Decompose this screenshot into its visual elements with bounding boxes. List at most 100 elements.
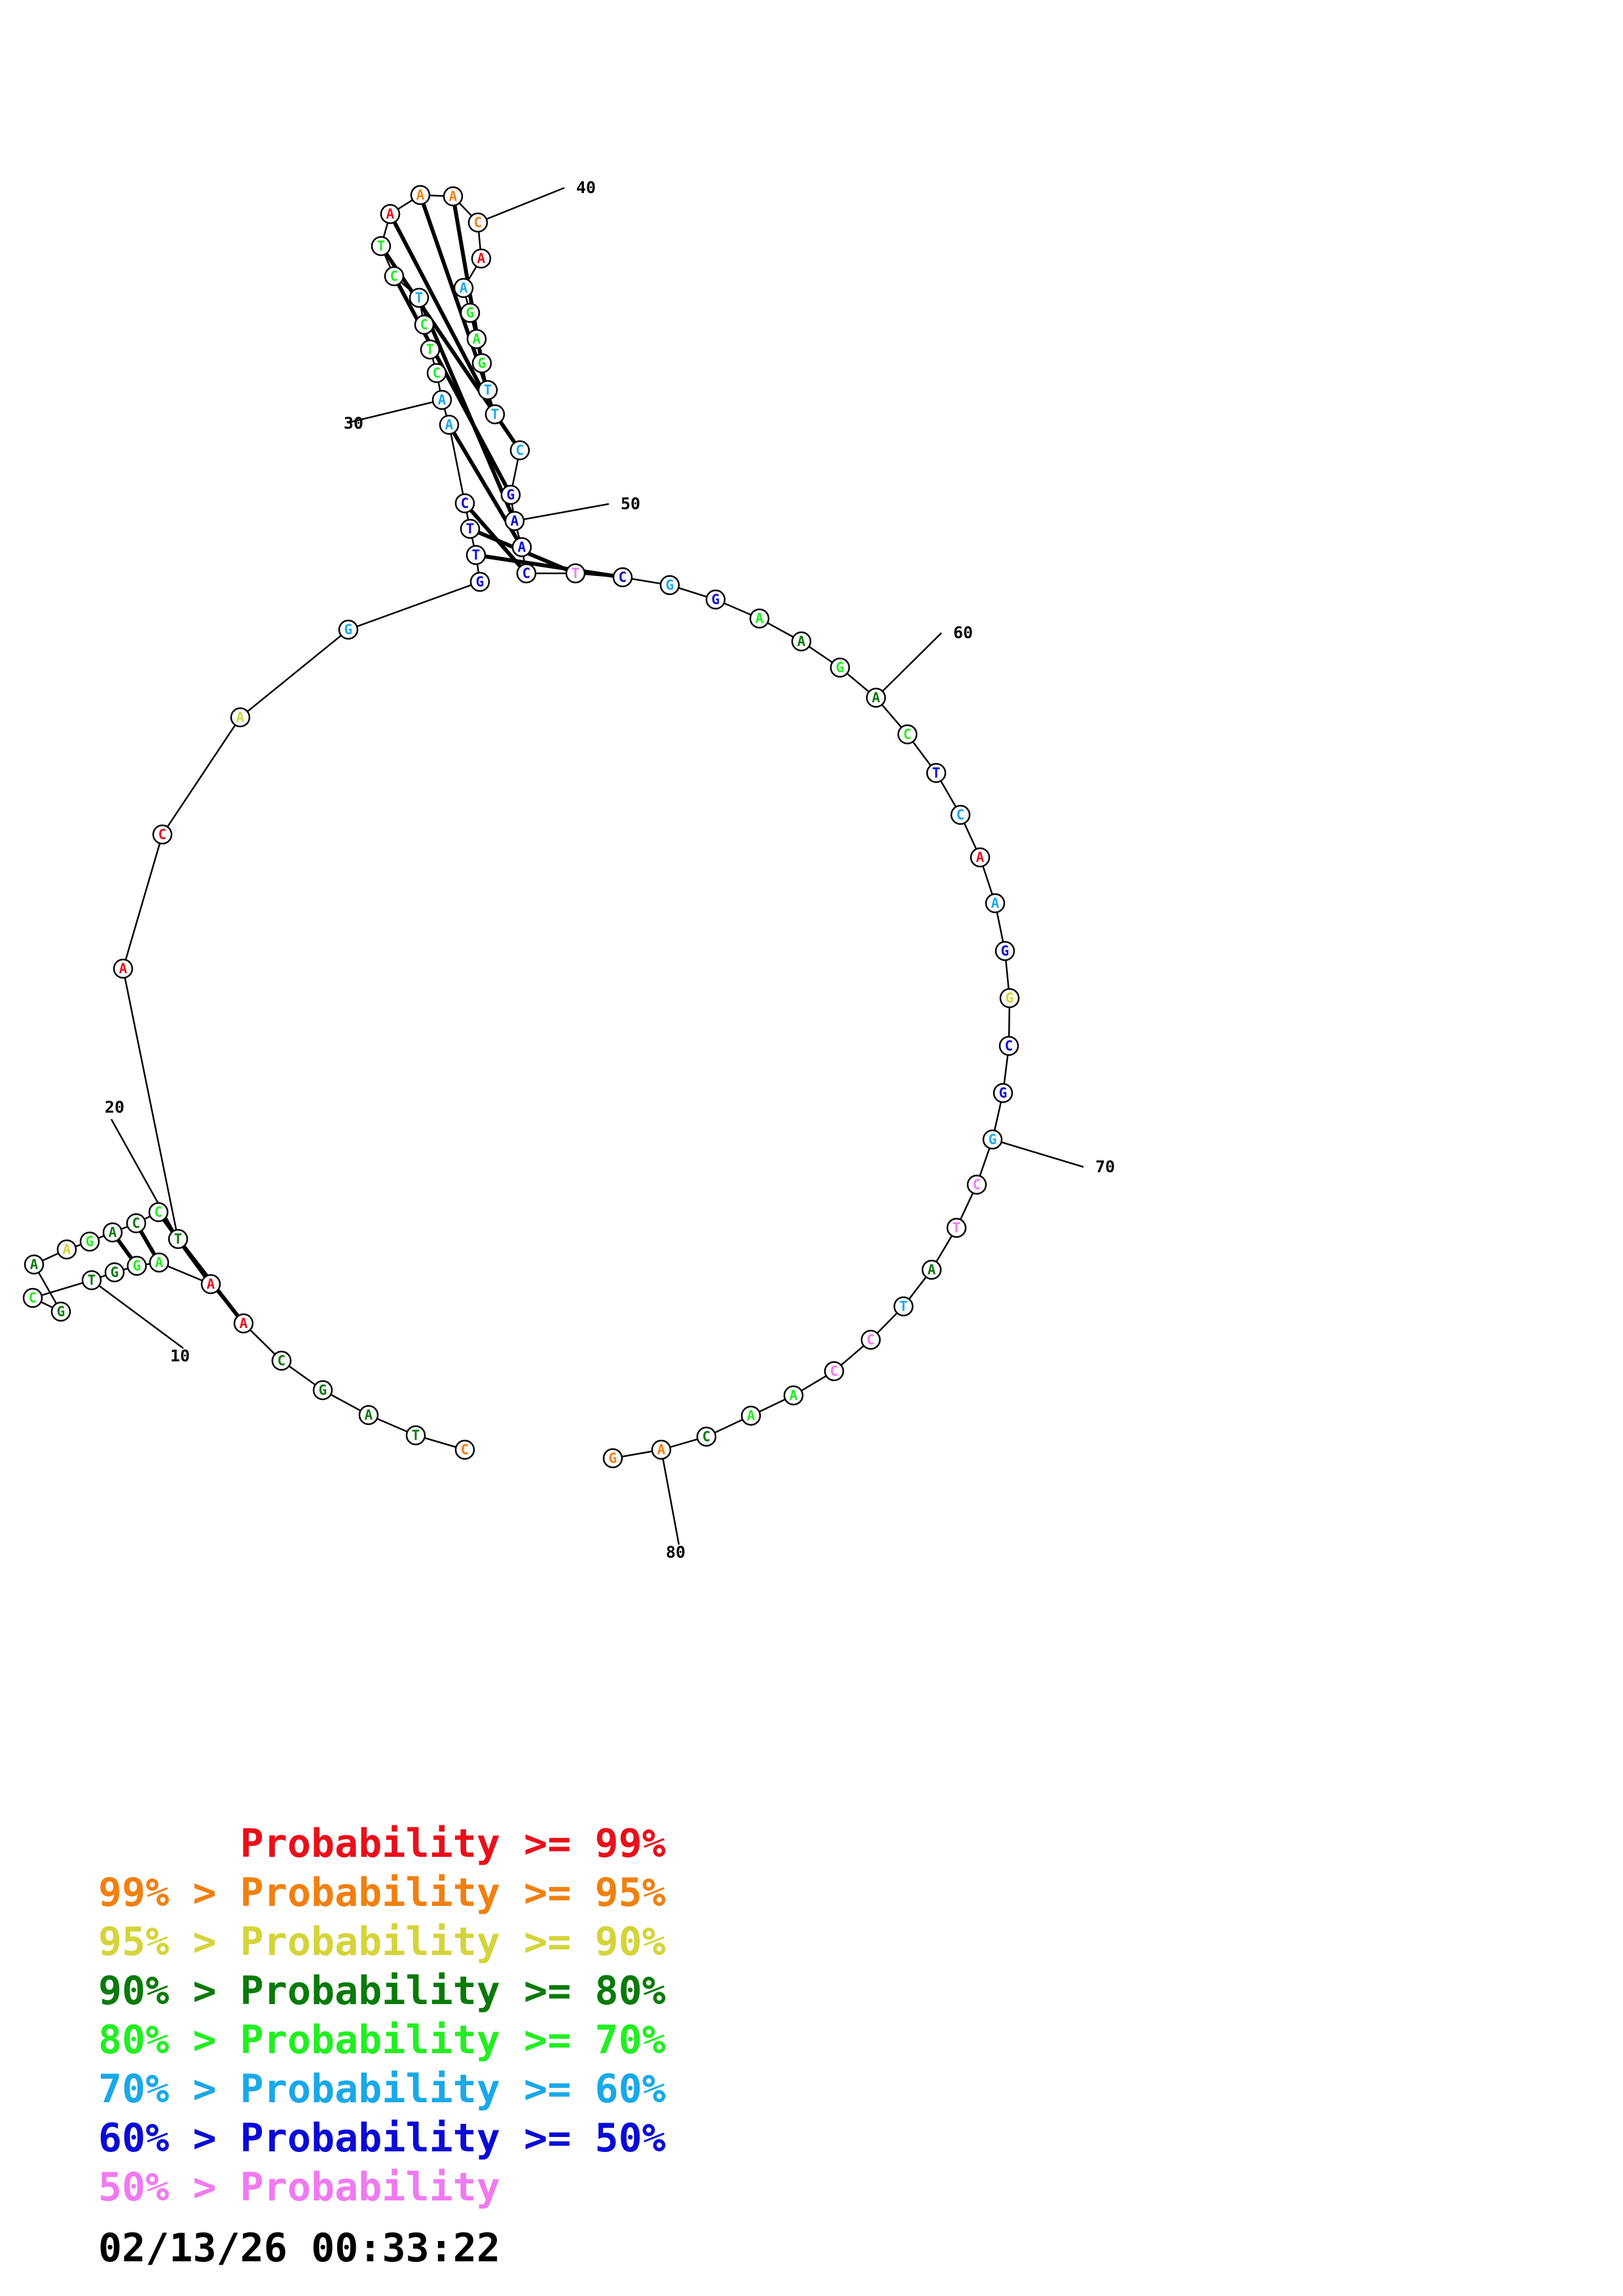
nucleotide-circle bbox=[24, 1254, 45, 1275]
nucleotide-circle bbox=[152, 824, 173, 845]
nucleotide-letter: T bbox=[484, 382, 492, 398]
nucleotide: C bbox=[22, 1287, 43, 1308]
nucleotide: A bbox=[233, 1313, 254, 1334]
nucleotide: A bbox=[24, 1254, 45, 1275]
nucleotide: A bbox=[230, 707, 251, 728]
nucleotide-letter: G bbox=[609, 1450, 617, 1466]
nucleotide-letter: C bbox=[390, 268, 399, 284]
nucleotide-letter: T bbox=[491, 406, 500, 422]
nucleotide-circle bbox=[380, 204, 401, 224]
nucleotide: A bbox=[200, 1274, 221, 1295]
nucleotide-letter: A bbox=[63, 1242, 71, 1257]
nucleotide-letter: A bbox=[797, 634, 806, 649]
legend-row: 50% > Probability bbox=[98, 2163, 666, 2212]
nucleotide-letter: A bbox=[365, 1407, 373, 1423]
nucleotide: T bbox=[477, 380, 498, 401]
index-labels: 10 20 30 40 50 60 70 80 bbox=[105, 178, 1115, 1562]
nucleotide: C bbox=[126, 1213, 147, 1234]
nucleotide-circle bbox=[860, 1329, 881, 1350]
nucleotide-circle bbox=[443, 186, 464, 207]
nucleotide: G bbox=[999, 988, 1020, 1009]
nucleotide-letter: A bbox=[976, 850, 985, 865]
nucleotide-circle bbox=[410, 185, 431, 206]
nucleotide: C bbox=[148, 1202, 169, 1223]
nucleotide: A bbox=[970, 847, 991, 868]
nucleotide-circle bbox=[409, 287, 429, 308]
nucleotide-circle bbox=[454, 1439, 475, 1460]
nucleotide: T bbox=[565, 563, 586, 584]
timestamp: 02/13/26 00:33:22 bbox=[98, 2225, 501, 2271]
nucleotide-letter: T bbox=[572, 565, 580, 581]
nucleotide-circle bbox=[966, 1174, 987, 1195]
legend-label: Probability >= 90% bbox=[240, 1919, 666, 1965]
nucleotide-circle bbox=[466, 329, 487, 350]
nucleotide: C bbox=[696, 1426, 717, 1447]
nucleotide-circle bbox=[946, 1217, 967, 1238]
nucleotide: A bbox=[504, 511, 525, 531]
nucleotide: T bbox=[81, 1270, 102, 1291]
nucleotide: T bbox=[926, 762, 947, 783]
nucleotide-letter: G bbox=[999, 1085, 1008, 1101]
nucleotide-circle bbox=[79, 1231, 100, 1252]
nucleotide-circle bbox=[516, 563, 537, 584]
nucleotide: A bbox=[453, 278, 474, 298]
nucleotide: C bbox=[860, 1329, 881, 1350]
nucleotide-letter: G bbox=[133, 1258, 141, 1274]
nucleotide-letter: A bbox=[236, 709, 245, 725]
nucleotide-letter: A bbox=[790, 1388, 798, 1403]
nucleotide: C bbox=[966, 1174, 987, 1195]
nucleotide-letter: A bbox=[240, 1316, 248, 1331]
nucleotide: G bbox=[500, 484, 521, 505]
nucleotide-letter: A bbox=[460, 280, 468, 296]
nucleotide-letter: C bbox=[278, 1353, 286, 1369]
nucleotide-letter: C bbox=[516, 442, 524, 458]
nucleotide: T bbox=[371, 236, 392, 257]
legend-row: 70% > Probability >= 60% bbox=[98, 2065, 666, 2114]
legend-label: Probability >= 60% bbox=[240, 2066, 666, 2112]
nucleotide-circle bbox=[358, 1405, 379, 1426]
nucleotide-circle bbox=[926, 762, 947, 783]
nucleotide-circle bbox=[830, 657, 850, 678]
nucleotide-circle bbox=[50, 1301, 71, 1322]
nucleotide-letter: C bbox=[132, 1215, 141, 1231]
nucleotide-circle bbox=[453, 278, 474, 298]
nucleotide-letter: G bbox=[836, 660, 845, 675]
legend-label: Probability >= 70% bbox=[240, 2017, 666, 2063]
nucleotide-circle bbox=[271, 1350, 292, 1371]
index-tick bbox=[350, 399, 443, 423]
nucleotide-letter: G bbox=[1006, 990, 1014, 1006]
nucleotide-letter: T bbox=[415, 290, 424, 306]
legend-row: 99% > Probability >= 95% bbox=[98, 1869, 666, 1918]
nucleotide-circle bbox=[500, 484, 521, 505]
legend-label: Probability bbox=[240, 2164, 500, 2210]
nucleotide: T bbox=[168, 1229, 189, 1249]
nucleotide-circle bbox=[749, 608, 770, 629]
nucleotide-letter: A bbox=[473, 331, 481, 347]
nucleotide-letter: T bbox=[426, 342, 435, 357]
index-label: 40 bbox=[576, 178, 596, 197]
legend-prefix: 99% > bbox=[98, 1870, 240, 1916]
nucleotide: A bbox=[410, 185, 431, 206]
nucleotide: G bbox=[982, 1129, 1003, 1150]
nucleotide-circle bbox=[696, 1426, 717, 1447]
nucleotide: G bbox=[338, 619, 359, 640]
nucleotide-letter: G bbox=[466, 305, 475, 321]
nucleotide: C bbox=[426, 363, 447, 384]
nucleotide-letter: A bbox=[416, 187, 425, 203]
nucleotide: T bbox=[893, 1296, 914, 1317]
nucleotide-circle bbox=[439, 414, 460, 435]
index-tick bbox=[477, 187, 565, 224]
nucleotide-letter: A bbox=[109, 1225, 117, 1240]
nucleotide: G bbox=[830, 657, 850, 678]
nucleotide-circle bbox=[783, 1385, 804, 1406]
nucleotide: T bbox=[405, 1425, 426, 1446]
nucleotide-letter: A bbox=[518, 539, 526, 555]
nucleotide: A bbox=[651, 1439, 672, 1460]
nucleotide-circle bbox=[950, 804, 971, 825]
nucleotide-letter: C bbox=[702, 1429, 711, 1444]
nucleotide-circle bbox=[651, 1439, 672, 1460]
nucleotide-circle bbox=[602, 1448, 623, 1469]
nucleotide-letter: C bbox=[29, 1290, 37, 1306]
legend-prefix: 90% > bbox=[98, 1968, 240, 2014]
nucleotide: C bbox=[897, 724, 918, 745]
